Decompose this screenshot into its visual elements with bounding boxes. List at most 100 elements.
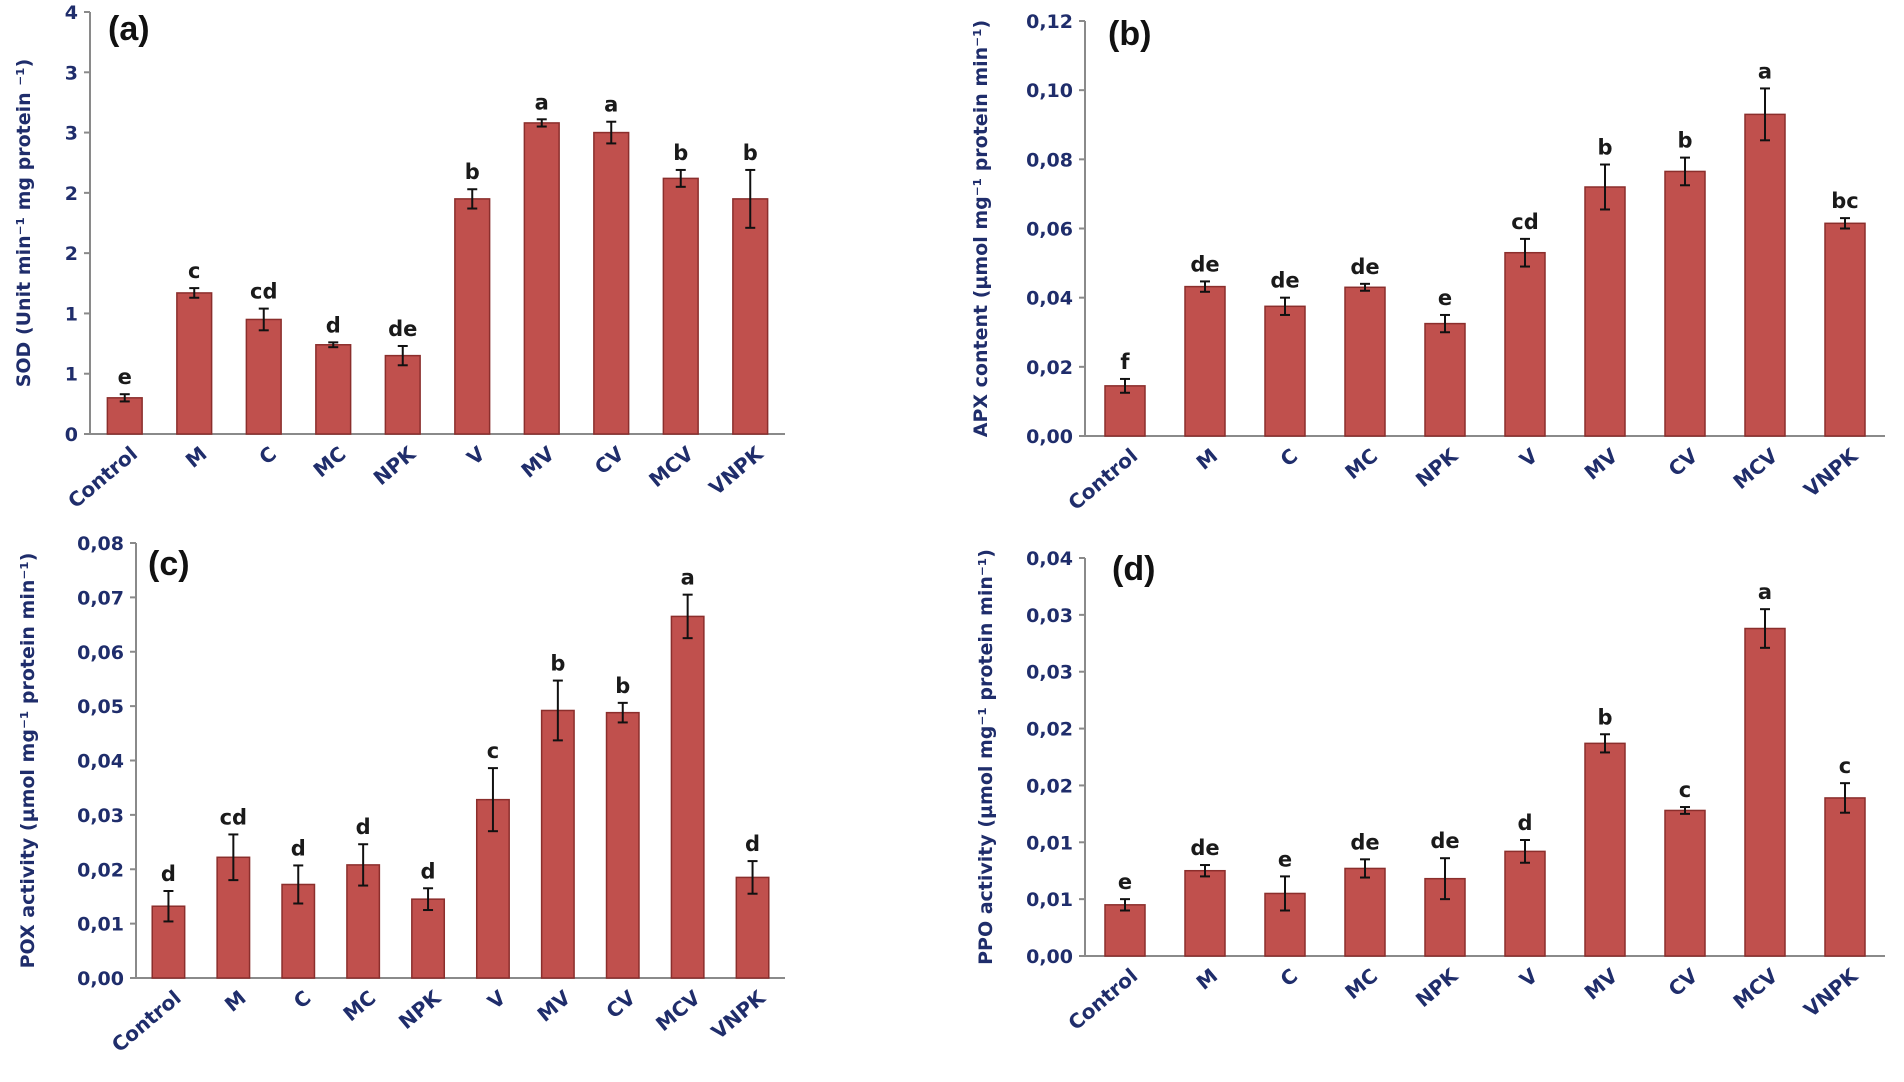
category-label: M bbox=[1192, 963, 1223, 994]
y-tick-label: 0,01 bbox=[77, 914, 124, 936]
y-tick-label: 0,08 bbox=[1026, 149, 1073, 171]
significance-letter: e bbox=[118, 365, 132, 389]
significance-letter: cd bbox=[1511, 210, 1538, 234]
bar bbox=[1584, 742, 1626, 957]
significance-letter: a bbox=[604, 93, 618, 117]
bar bbox=[670, 615, 705, 979]
category-label: NPK bbox=[1411, 962, 1464, 1011]
bar bbox=[106, 397, 143, 435]
bar bbox=[540, 709, 575, 979]
y-tick-label: 3 bbox=[65, 62, 78, 84]
significance-letter: b bbox=[550, 652, 565, 676]
significance-letter: e bbox=[1438, 286, 1452, 310]
y-tick-label: 1 bbox=[65, 303, 78, 325]
panel-label: (b) bbox=[1108, 15, 1151, 53]
panel-d: 0,00 0,01 0,01 0,02 0,02 0,03 0,03 0,04 PPO acti… bbox=[975, 548, 1885, 1035]
category-label: M bbox=[1192, 443, 1223, 474]
y-tick-label: 2 bbox=[65, 243, 78, 265]
category-label: CV bbox=[601, 985, 640, 1023]
bar bbox=[605, 711, 640, 979]
significance-letter: de bbox=[1350, 255, 1379, 279]
category-label: Control bbox=[63, 441, 142, 513]
significance-letter: d bbox=[161, 862, 176, 886]
category-label: VNPK bbox=[1799, 962, 1863, 1021]
bar bbox=[1824, 797, 1866, 957]
y-tick-label: 0,04 bbox=[1026, 288, 1073, 310]
significance-letter: de bbox=[1270, 269, 1299, 293]
category-label: MV bbox=[1580, 963, 1623, 1004]
category-label: V bbox=[483, 985, 511, 1014]
bar bbox=[1344, 286, 1386, 437]
bar bbox=[1264, 305, 1306, 437]
bar bbox=[1184, 285, 1226, 437]
significance-letter: d bbox=[326, 313, 341, 337]
panel-label: (c) bbox=[148, 545, 190, 583]
category-label: CV bbox=[1664, 443, 1703, 481]
category-label: VNPK bbox=[1799, 442, 1863, 501]
bar bbox=[1104, 904, 1146, 957]
category-label: NPK bbox=[1411, 442, 1464, 491]
y-tick-label: 0,00 bbox=[1026, 946, 1073, 968]
category-label: Control bbox=[1063, 963, 1142, 1035]
significance-letter: d bbox=[745, 832, 760, 856]
significance-letter: b bbox=[615, 674, 630, 698]
significance-letter: a bbox=[681, 566, 695, 590]
y-axis-label: APX content (µmol mg⁻¹ protein min⁻¹) bbox=[970, 20, 992, 437]
significance-letter: cd bbox=[250, 280, 277, 304]
significance-letter: d bbox=[291, 836, 306, 860]
category-label: Control bbox=[1063, 443, 1142, 515]
y-tick-label: 0,06 bbox=[1026, 219, 1073, 241]
category-label: MV bbox=[516, 441, 559, 482]
significance-letter: b bbox=[743, 141, 758, 165]
category-label: V bbox=[1515, 963, 1543, 992]
significance-letter: f bbox=[1120, 350, 1130, 374]
significance-letter: e bbox=[1278, 847, 1292, 871]
category-label: V bbox=[1515, 443, 1543, 472]
bar bbox=[593, 131, 630, 435]
bar bbox=[1264, 892, 1306, 957]
bar bbox=[662, 177, 699, 435]
significance-letter: cd bbox=[220, 805, 247, 829]
significance-letter: b bbox=[673, 141, 688, 165]
category-label: MC bbox=[1340, 443, 1382, 484]
category-label: NPK bbox=[394, 984, 447, 1033]
significance-letter: c bbox=[487, 739, 499, 763]
y-tick-label: 0,03 bbox=[1026, 605, 1073, 627]
category-label: CV bbox=[1664, 963, 1703, 1001]
significance-letter: e bbox=[1118, 870, 1132, 894]
y-tick-label: 0,02 bbox=[1026, 775, 1073, 797]
bar bbox=[454, 198, 491, 435]
category-label: MC bbox=[1340, 963, 1382, 1004]
y-tick-label: 3 bbox=[65, 123, 78, 145]
category-label: NPK bbox=[369, 440, 422, 489]
y-tick-label: 0,06 bbox=[77, 642, 124, 664]
significance-letter: de bbox=[1350, 830, 1379, 854]
category-label: MCV bbox=[644, 441, 698, 492]
y-tick-label: 0,03 bbox=[1026, 662, 1073, 684]
bar bbox=[411, 898, 446, 979]
category-label: MV bbox=[533, 985, 576, 1026]
bar bbox=[315, 344, 352, 435]
bar bbox=[384, 354, 421, 435]
category-label: MC bbox=[309, 441, 351, 482]
y-tick-label: 0,00 bbox=[77, 968, 124, 990]
bar bbox=[1584, 186, 1626, 437]
bar bbox=[1744, 113, 1786, 437]
significance-letter: de bbox=[388, 317, 417, 341]
y-tick-label: 0,00 bbox=[1026, 426, 1073, 448]
y-tick-label: 0,01 bbox=[1026, 832, 1073, 854]
bar bbox=[1504, 850, 1546, 957]
category-label: V bbox=[462, 441, 490, 470]
significance-letter: de bbox=[1190, 836, 1219, 860]
y-axis-label: PPO activity (µmol mg⁻¹ protein min⁻¹) bbox=[975, 549, 997, 965]
y-tick-label: 0,01 bbox=[1026, 889, 1073, 911]
y-tick-label: 0,12 bbox=[1026, 11, 1073, 33]
significance-letter: b bbox=[465, 160, 480, 184]
panel-c: 0,00 0,01 0,02 0,03 0,04 0,05 0,06 0,07 0,08 POX … bbox=[17, 533, 785, 1057]
bar bbox=[1424, 322, 1466, 437]
panel-label: (d) bbox=[1112, 550, 1155, 588]
category-label: VNPK bbox=[704, 440, 768, 499]
significance-letter: a bbox=[1758, 59, 1772, 83]
category-label: M bbox=[181, 441, 212, 472]
bar bbox=[1104, 385, 1146, 437]
